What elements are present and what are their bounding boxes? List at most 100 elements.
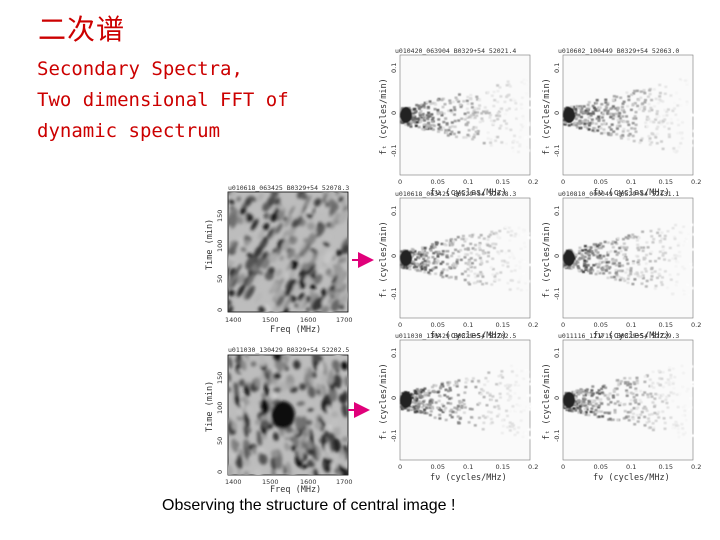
- slide-subtitle: Secondary Spectra, Two dimensional FFT o…: [37, 54, 289, 147]
- ss1-xtick-1: 0.05: [431, 178, 445, 186]
- ss5-xtick-2: 0.1: [463, 463, 473, 471]
- ss3-xtick-4: 0.2: [528, 321, 538, 329]
- ds2-ylabel: Time (min): [205, 381, 215, 432]
- ds1-ytick-2: 50: [216, 275, 224, 283]
- ss4-xtick-3: 0.15: [659, 321, 673, 329]
- ss5-ylabel: fₜ (cycles/min): [379, 363, 389, 440]
- ss5-xtick-1: 0.05: [431, 463, 445, 471]
- ds2-xtick-2: 1600: [300, 478, 317, 486]
- ss3-header: u010618_063425 B0329+54 52078.3: [395, 190, 516, 198]
- ss5-header: u011030_130429 B0329+54 52202.5: [395, 332, 516, 340]
- secondary-spectra-grid: u010420_063904 B0329+54 52021.4 0 0.05 0.1 0…: [379, 47, 701, 483]
- ds1-xtick-2: 1600: [300, 316, 317, 324]
- ss3-xtick-0: 0: [398, 321, 402, 329]
- ss2-xtick-3: 0.15: [659, 178, 673, 186]
- ss2-xtick-1: 0.05: [594, 178, 608, 186]
- ds2-ytick-2: 50: [216, 437, 224, 445]
- ds1-xlabel: Freq (MHz): [270, 325, 321, 335]
- subtitle-line-2: Two dimensional FFT of: [37, 89, 289, 111]
- ds2-header: u011030_130429 B0329+54 52202.5: [228, 346, 349, 354]
- ss4-xtick-1: 0.05: [594, 321, 608, 329]
- ss4-ylabel: fₜ (cycles/min): [542, 221, 552, 298]
- ss3-ytick-1: 0: [390, 254, 398, 258]
- ss5-xlabel: fν (cycles/MHz): [430, 473, 507, 483]
- ss4-header: u010810_000049 B0329+54 52131.1: [558, 190, 679, 198]
- ss2-header: u010602_100449 B0329+54 52063.0: [558, 47, 679, 55]
- dynamic-spectrum-2: u011030_130429 B0329+54 52202.5 Freq (MH…: [205, 346, 353, 495]
- ss2-xlabel: fν (cycles/MHz): [593, 188, 670, 198]
- ds2-ytick-0: 150: [216, 372, 224, 384]
- ds1-xtick-3: 1700: [336, 316, 353, 324]
- ds1-xtick-0: 1400: [225, 316, 242, 324]
- ds1-ytick-1: 100: [216, 240, 224, 252]
- ss2-ytick-0: 0.1: [553, 63, 561, 73]
- ss6-xtick-4: 0.2: [691, 463, 701, 471]
- ss5-ytick-2: -0.1: [390, 429, 398, 442]
- ss5-xtick-0: 0: [398, 463, 402, 471]
- dynamic-spectrum-1: u010618_063425 B0329+54 52078.3 Freq (MH…: [205, 184, 353, 335]
- ss6-ytick-2: -0.1: [553, 429, 561, 442]
- ss4-ytick-1: 0: [553, 254, 561, 258]
- ss4-ytick-2: -0.1: [553, 287, 561, 300]
- ss4-xtick-0: 0: [561, 321, 565, 329]
- secondary-spectrum-2: u010602_100449 B0329+54 52063.0 0 0.05 0.1 0…: [542, 47, 701, 198]
- ss4-xtick-2: 0.1: [626, 321, 636, 329]
- caption: Observing the structure of central image…: [162, 497, 456, 514]
- ss5-xtick-4: 0.2: [528, 463, 538, 471]
- ds2-xlabel: Freq (MHz): [270, 485, 321, 495]
- secondary-spectrum-3: u010618_063425 B0329+54 52078.3 0 0.05 0.1 0…: [379, 190, 538, 341]
- ss1-xtick-0: 0: [398, 178, 402, 186]
- ss6-ytick-1: 0: [553, 396, 561, 400]
- ss2-ytick-1: 0: [553, 111, 561, 115]
- ss5-ytick-0: 0.1: [390, 348, 398, 358]
- ss6-ylabel: fₜ (cycles/min): [542, 363, 552, 440]
- ds2-xtick-0: 1400: [225, 478, 242, 486]
- ds1-xtick-1: 1500: [262, 316, 279, 324]
- ss6-header: u011116_121715 B0329+54 52229.3: [558, 332, 679, 340]
- ss1-ytick-1: 0: [390, 111, 398, 115]
- subtitle-line-1: Secondary Spectra,: [37, 58, 243, 80]
- secondary-spectrum-6: u011116_121715 B0329+54 52229.3 0 0.05 0.1 0…: [542, 332, 701, 483]
- ds1-ytick-0: 150: [216, 210, 224, 222]
- ss1-header: u010420_063904 B0329+54 52021.4: [395, 47, 516, 55]
- ss2-xtick-4: 0.2: [691, 178, 701, 186]
- ss4-xtick-4: 0.2: [691, 321, 701, 329]
- ss4-ytick-0: 0.1: [553, 206, 561, 216]
- ss3-xlabel: fν (cycles/MHz): [430, 331, 507, 341]
- ds2-ytick-3: 0: [216, 470, 224, 474]
- ss1-xlabel: fν (cycles/MHz): [430, 188, 507, 198]
- ss1-xtick-2: 0.1: [463, 178, 473, 186]
- ss3-ytick-0: 0.1: [390, 206, 398, 216]
- ss3-ytick-2: -0.1: [390, 287, 398, 300]
- secondary-spectrum-1: u010420_063904 B0329+54 52021.4 0 0.05 0.1 0…: [379, 47, 538, 198]
- ds2-ytick-1: 100: [216, 402, 224, 414]
- ss3-xtick-2: 0.1: [463, 321, 473, 329]
- ss2-xtick-2: 0.1: [626, 178, 636, 186]
- ss6-ytick-0: 0.1: [553, 348, 561, 358]
- ss2-ytick-2: -0.1: [553, 144, 561, 157]
- ss1-xtick-3: 0.15: [496, 178, 510, 186]
- ss5-ytick-1: 0: [390, 396, 398, 400]
- ds1-ytick-3: 0: [216, 308, 224, 312]
- secondary-spectrum-5: u011030_130429 B0329+54 52202.5 0 0.05 0.1 0…: [379, 332, 538, 483]
- ss3-xtick-1: 0.05: [431, 321, 445, 329]
- subtitle-line-3: dynamic spectrum: [37, 120, 221, 142]
- ds1-ylabel: Time (min): [205, 219, 215, 270]
- ds2-xtick-1: 1500: [262, 478, 279, 486]
- ss1-ytick-2: -0.1: [390, 144, 398, 157]
- ss4-xlabel: fν (cycles/MHz): [593, 331, 670, 341]
- ss2-xtick-0: 0: [561, 178, 565, 186]
- ss2-ylabel: fₜ (cycles/min): [542, 78, 552, 155]
- secondary-spectrum-4: u010810_000049 B0329+54 52131.1 0 0.05 0.1 0…: [542, 190, 701, 341]
- ss6-xtick-0: 0: [561, 463, 565, 471]
- ss3-ylabel: fₜ (cycles/min): [379, 221, 389, 298]
- ds1-header: u010618_063425 B0329+54 52078.3: [228, 184, 349, 192]
- ss6-xtick-3: 0.15: [659, 463, 673, 471]
- ss1-xtick-4: 0.2: [528, 178, 538, 186]
- ss1-ytick-0: 0.1: [390, 63, 398, 73]
- ss1-ylabel: fₜ (cycles/min): [379, 78, 389, 155]
- ss6-xtick-2: 0.1: [626, 463, 636, 471]
- ss6-xlabel: fν (cycles/MHz): [593, 473, 670, 483]
- ss6-xtick-1: 0.05: [594, 463, 608, 471]
